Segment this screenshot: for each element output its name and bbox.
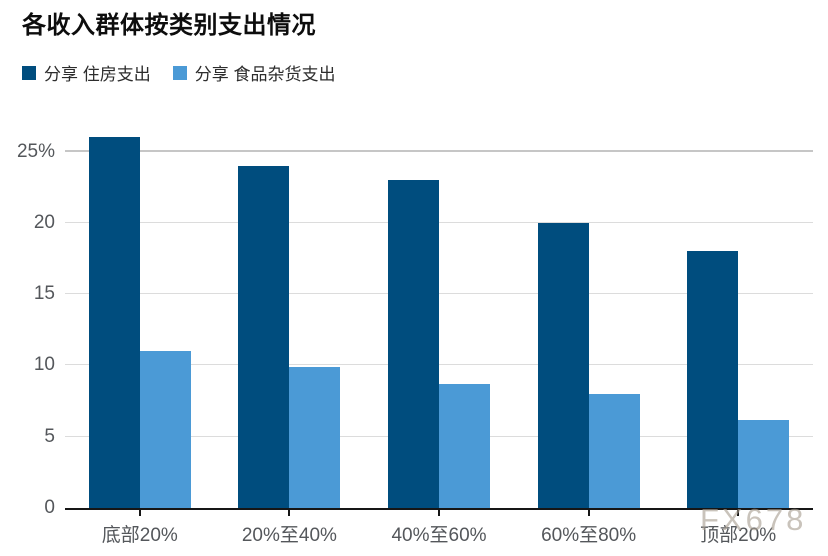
legend-label-groceries: 分享 食品杂货支出 bbox=[194, 65, 336, 84]
y-tick-label-25: 25% bbox=[16, 140, 55, 162]
y-tick-label-15: 15 bbox=[33, 283, 55, 305]
y-tick-label-5: 5 bbox=[44, 425, 55, 447]
x-tick-mark-2 bbox=[288, 510, 291, 516]
x-tick-label-5: 顶部20% bbox=[700, 525, 777, 546]
legend-item-housing: 分享 住房支出 bbox=[22, 60, 151, 85]
x-tick-label-3: 40%至60% bbox=[391, 525, 487, 546]
legend-swatch-housing-icon bbox=[22, 65, 36, 80]
legend-swatch-groceries-icon bbox=[172, 65, 187, 80]
watermark: FX678 bbox=[700, 502, 807, 537]
x-tick-label-2: 20%至40% bbox=[241, 525, 337, 546]
bar-housing-1 bbox=[88, 137, 140, 508]
bar-housing-5 bbox=[687, 251, 739, 508]
bar-housing-4 bbox=[537, 222, 589, 508]
y-tick-label-0: 0 bbox=[44, 497, 55, 518]
x-tick-label-1: 底部20% bbox=[101, 525, 178, 546]
legend: 分享 住房支出 分享 食品杂货支出 bbox=[22, 60, 335, 85]
gridline-15 bbox=[65, 293, 813, 295]
bar-groceries-1 bbox=[139, 351, 191, 508]
gridline-20 bbox=[65, 221, 813, 223]
gridline-10 bbox=[65, 364, 813, 366]
plot-area bbox=[65, 118, 813, 510]
y-tick-label-20: 20 bbox=[33, 211, 55, 233]
bar-housing-2 bbox=[238, 165, 290, 508]
chart-title: 各收入群体按类别支出情况 bbox=[22, 12, 316, 39]
bar-housing-3 bbox=[388, 180, 439, 508]
bar-groceries-2 bbox=[289, 366, 341, 508]
x-tick-label-4: 60%至80% bbox=[541, 525, 637, 546]
bar-groceries-5 bbox=[738, 419, 790, 508]
legend-label-housing: 分享 住房支出 bbox=[44, 65, 151, 84]
bar-groceries-3 bbox=[439, 383, 490, 508]
gridline-25 bbox=[65, 149, 813, 152]
y-tick-label-10: 10 bbox=[33, 354, 55, 376]
x-tick-mark-4 bbox=[587, 510, 590, 516]
legend-item-groceries: 分享 食品杂货支出 bbox=[172, 60, 336, 85]
x-tick-mark-1 bbox=[138, 510, 141, 516]
x-tick-mark-3 bbox=[438, 510, 440, 516]
bar-groceries-4 bbox=[588, 393, 640, 508]
x-tick-mark-5 bbox=[737, 510, 740, 516]
